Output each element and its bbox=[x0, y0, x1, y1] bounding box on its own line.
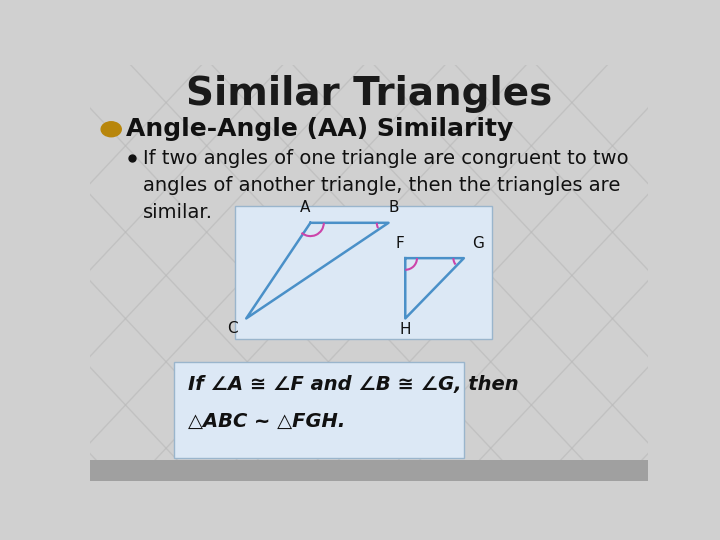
Text: F: F bbox=[395, 235, 404, 251]
Text: similar.: similar. bbox=[143, 203, 213, 222]
Text: Angle-Angle (AA) Similarity: Angle-Angle (AA) Similarity bbox=[126, 117, 513, 141]
Text: H: H bbox=[400, 322, 411, 337]
Text: G: G bbox=[472, 235, 484, 251]
Circle shape bbox=[101, 122, 121, 137]
Text: angles of another triangle, then the triangles are: angles of another triangle, then the tri… bbox=[143, 176, 621, 195]
FancyBboxPatch shape bbox=[90, 460, 648, 481]
Text: A: A bbox=[300, 200, 310, 215]
FancyBboxPatch shape bbox=[235, 206, 492, 339]
FancyBboxPatch shape bbox=[174, 362, 464, 458]
Text: B: B bbox=[389, 200, 400, 215]
Text: Similar Triangles: Similar Triangles bbox=[186, 75, 552, 113]
Text: C: C bbox=[228, 321, 238, 336]
Text: △ABC ~ △FGH.: △ABC ~ △FGH. bbox=[188, 412, 345, 431]
Text: If ∠A ≅ ∠F and ∠B ≅ ∠G, then: If ∠A ≅ ∠F and ∠B ≅ ∠G, then bbox=[188, 375, 518, 394]
Text: If two angles of one triangle are congruent to two: If two angles of one triangle are congru… bbox=[143, 149, 629, 168]
